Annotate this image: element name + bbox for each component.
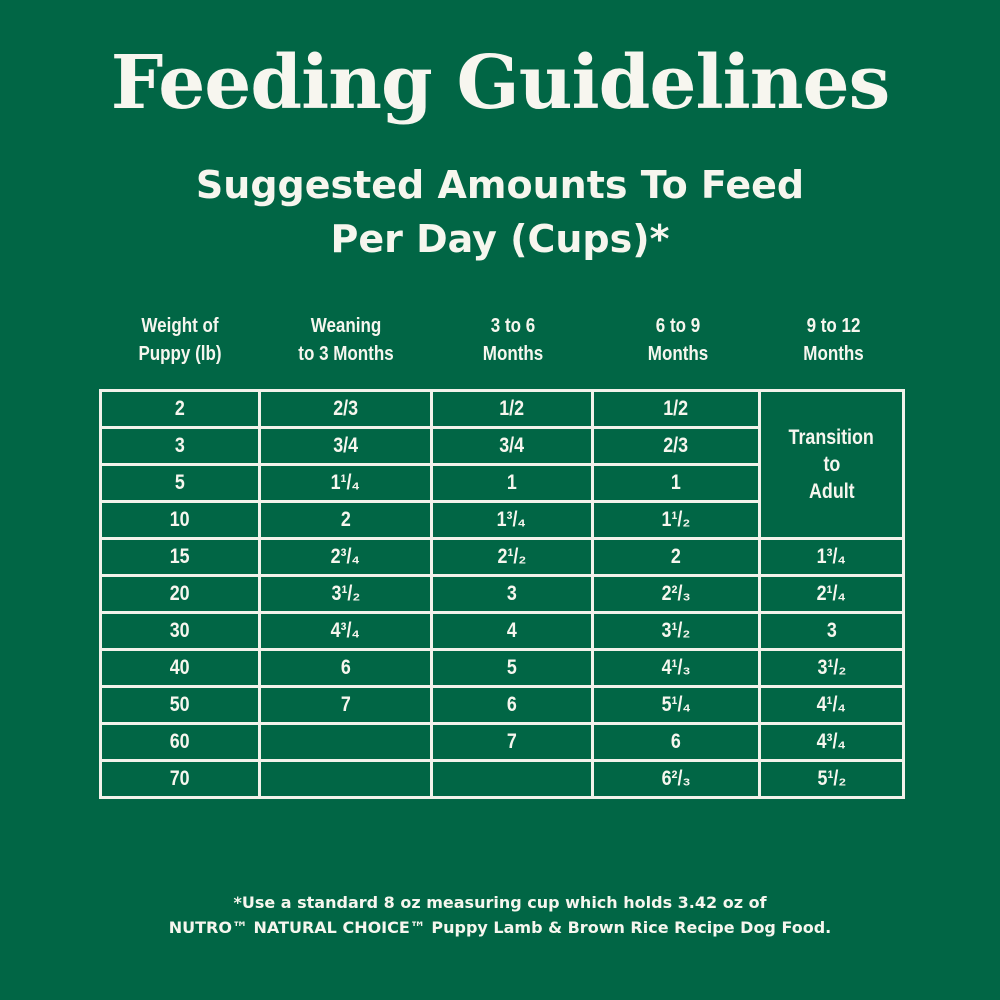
page-title: Feeding Guidelines <box>110 40 891 126</box>
table-cell <box>258 722 433 762</box>
table-cell: 3¹/₂ <box>258 574 433 614</box>
table-cell: 15 <box>98 537 262 577</box>
header-9-to-12: 9 to 12 Months <box>803 315 864 365</box>
table-cell: 2¹/₂ <box>429 537 594 577</box>
table-cell <box>258 759 433 799</box>
table-cell <box>429 759 594 799</box>
table-cell: 6 <box>590 722 762 762</box>
table-cell: 1¹/₄ <box>258 463 433 503</box>
table-cell: 3 <box>98 426 262 466</box>
table-cell: 20 <box>98 574 262 614</box>
table-cell: 5¹/₂ <box>758 759 905 799</box>
table-row: 3 3/4 3/4 2/3 <box>98 426 904 466</box>
table-row: 40 6 5 4¹/₃ 3¹/₂ <box>98 648 905 688</box>
header-6-to-9: 6 to 9 Months <box>647 315 709 365</box>
table-cell: 2³/₄ <box>258 537 433 577</box>
table-cell: 1³/₄ <box>758 537 905 577</box>
table-cell: 6²/₃ <box>590 759 762 799</box>
table-cell: 7 <box>429 722 594 762</box>
table-cell: 1 <box>590 463 762 503</box>
table-cell: 1 <box>429 463 594 503</box>
table-cell: 4 <box>429 611 594 651</box>
table-cell: 5 <box>98 463 262 503</box>
table-cell: 3/4 <box>258 426 433 466</box>
table-cell: 60 <box>98 722 262 762</box>
table-cell: 5 <box>429 648 594 688</box>
subtitle-line-2: Per Day (Cups)* <box>330 217 670 261</box>
table-cell: 4³/₄ <box>758 722 905 762</box>
table-cell: 1/2 <box>590 389 762 429</box>
table-cell: 3 <box>758 611 905 651</box>
table-cell: 3/4 <box>429 426 594 466</box>
table-cell: 40 <box>98 648 262 688</box>
table-cell: 4³/₄ <box>258 611 433 651</box>
table-cell: 2 <box>98 389 262 429</box>
table-row: 5 1¹/₄ 1 1 <box>98 463 904 503</box>
table-cell: 3¹/₂ <box>758 648 905 688</box>
subtitle-line-1: Suggested Amounts To Feed <box>195 163 805 207</box>
transition-to-adult-cell: Transition to Adult <box>758 389 905 540</box>
table-cell: 7 <box>258 685 433 725</box>
table-cell: 1³/₄ <box>429 500 594 540</box>
table-cell: 3¹/₂ <box>590 611 762 651</box>
table-row: 20 3¹/₂ 3 2²/₃ 2¹/₄ <box>98 574 905 614</box>
table-cell: 3 <box>429 574 594 614</box>
table-cell: 4¹/₃ <box>590 648 762 688</box>
table-row: 30 4³/₄ 4 3¹/₂ 3 <box>98 611 905 651</box>
table-cell: 2/3 <box>258 389 433 429</box>
table-cell: 50 <box>98 685 262 725</box>
header-weaning: Weaning to 3 Months <box>298 315 394 365</box>
table-row: 2 2/3 1/2 1/2 Transition to Adult <box>98 389 905 540</box>
feeding-table: 2 2/3 1/2 1/2 Transition to Adult 3 3/4 3/4 2/3 5 1¹… <box>98 389 905 799</box>
table-row: 60 7 6 4³/₄ <box>98 722 905 762</box>
table-row: 50 7 6 5¹/₄ 4¹/₄ <box>98 685 905 725</box>
table-cell: 1¹/₂ <box>590 500 762 540</box>
table-header: Weight of Puppy (lb) Weaning to 3 Months 3… <box>100 312 905 372</box>
table-cell: 6 <box>429 685 594 725</box>
footnote-line-1: *Use a standard 8 oz measuring cup which… <box>233 893 767 912</box>
table-cell: 2¹/₄ <box>758 574 905 614</box>
table-cell: 1/2 <box>429 389 594 429</box>
footnote: *Use a standard 8 oz measuring cup which… <box>0 890 1000 940</box>
header-weight: Weight of Puppy (lb) <box>138 315 222 365</box>
header-3-to-6: 3 to 6 Months <box>482 315 544 365</box>
subtitle: Suggested Amounts To Feed Per Day (Cups)… <box>0 158 1000 266</box>
table-cell: 4¹/₄ <box>758 685 905 725</box>
table-cell: 5¹/₄ <box>590 685 762 725</box>
table-cell: 70 <box>98 759 262 799</box>
table-cell: 2²/₃ <box>590 574 762 614</box>
table-row: 10 2 1³/₄ 1¹/₂ <box>98 500 904 540</box>
table-cell: 2 <box>590 537 762 577</box>
table-cell: 2/3 <box>590 426 762 466</box>
table-row: 70 6²/₃ 5¹/₂ <box>98 759 905 799</box>
table-cell: 6 <box>258 648 433 688</box>
table-cell: 10 <box>98 500 262 540</box>
table-row: 15 2³/₄ 2¹/₂ 2 1³/₄ <box>98 537 905 577</box>
table-cell: 30 <box>98 611 262 651</box>
footnote-line-2: NUTRO™ NATURAL CHOICE™ Puppy Lamb & Brow… <box>168 918 832 937</box>
table-cell: 2 <box>258 500 433 540</box>
